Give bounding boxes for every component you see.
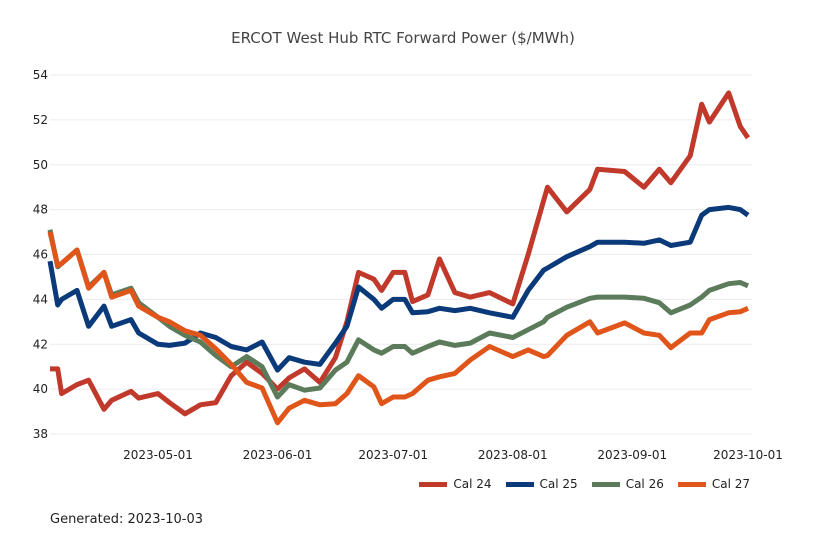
x-tick-label: 2023-06-01 [243,448,313,462]
x-tick-label: 2023-08-01 [478,448,548,462]
x-tick-label: 2023-10-01 [713,448,783,462]
legend-item-cal-26[interactable]: Cal 26 [591,477,664,491]
legend-label: Cal 27 [711,477,750,491]
x-tick-label: 2023-05-01 [123,448,193,462]
y-tick-label: 50 [33,158,48,172]
legend-swatch [591,481,620,487]
y-tick-label: 46 [33,248,48,262]
legend-item-cal-24[interactable]: Cal 24 [419,477,492,491]
y-tick-label: 54 [33,68,48,82]
gridlines [50,74,752,435]
y-tick-label: 52 [33,113,48,127]
legend-swatch [677,481,706,487]
y-tick-label: 40 [33,382,48,396]
series-lines [47,90,751,426]
legend-label: Cal 26 [625,477,664,491]
x-tick-label: 2023-09-01 [597,448,667,462]
legend-swatch [505,481,534,487]
legend-item-cal-25[interactable]: Cal 25 [505,477,578,491]
generated-date: Generated: 2023-10-03 [50,512,204,527]
y-tick-label: 38 [33,427,48,441]
legend-item-cal-27[interactable]: Cal 27 [677,477,750,491]
chart-title: ERCOT West Hub RTC Forward Power ($/MWh) [231,29,575,47]
y-tick-label: 42 [33,337,48,351]
legend-swatch [419,481,448,487]
y-axis-ticks: 38 40 42 44 46 48 50 52 54 [33,68,48,441]
legend: Cal 24 Cal 25 Cal 26 Cal 27 [419,477,750,491]
x-tick-label: 2023-07-01 [358,448,428,462]
x-axis-ticks: 2023-05-01 2023-06-01 2023-07-01 2023-08-01… [123,448,783,462]
y-tick-label: 44 [33,292,48,306]
y-tick-label: 48 [33,203,48,217]
legend-label: Cal 25 [539,477,578,491]
series-line-cal-24 [50,90,751,417]
series-line-cal-25 [47,204,750,373]
legend-label: Cal 24 [453,477,492,491]
series-line-cal-27 [47,231,750,426]
